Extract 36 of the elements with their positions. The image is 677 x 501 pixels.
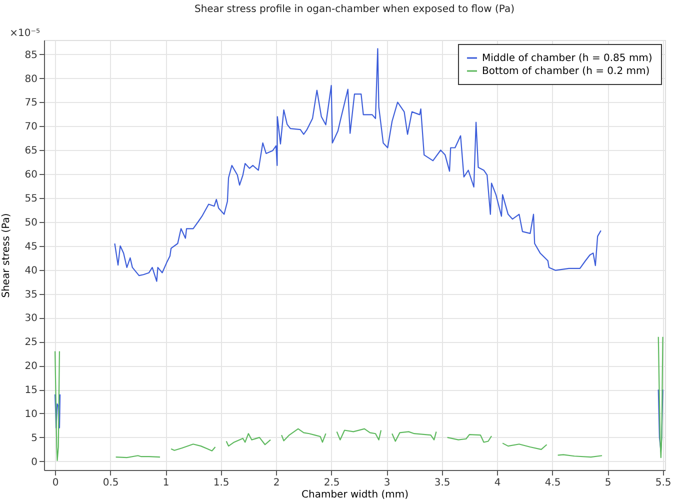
y-tick-label: 45 — [24, 241, 38, 252]
y-tick-label: 15 — [24, 385, 38, 396]
y-tick-label: 5 — [31, 432, 38, 444]
y-tick-label: 75 — [24, 98, 38, 109]
x-tick-label: 2.5 — [324, 478, 340, 488]
y-tick-label: 55 — [24, 194, 38, 205]
x-tick-label: 4.5 — [544, 478, 561, 488]
y-tick-label: 50 — [24, 217, 38, 228]
legend-label: Bottom of chamber (h = 0.2 mm) — [482, 66, 650, 77]
x-tick-label: 3.5 — [434, 478, 450, 488]
y-tick-label: 65 — [24, 146, 38, 157]
x-tick-label: 0.5 — [102, 478, 119, 488]
y-tick-label: 20 — [24, 361, 38, 372]
legend-label: Middle of chamber (h = 0.85 mm) — [482, 53, 652, 64]
y-tick-label: 35 — [24, 289, 38, 300]
x-tick-label: 1.5 — [213, 478, 230, 488]
text: ×10⁻⁵ — [10, 28, 40, 39]
y-tick-label: 30 — [24, 313, 38, 324]
x-tick-label: 0 — [52, 478, 59, 488]
x-tick-label: 1 — [162, 478, 170, 488]
x-tick-label: 5 — [604, 478, 612, 488]
y-tick-label: 85 — [24, 50, 38, 61]
x-tick-label: 3 — [384, 478, 390, 488]
chart-title: Shear stress profile in ogan-chamber when exposed to flow (Pa) — [194, 4, 515, 15]
y-tick-label: 0 — [31, 456, 38, 468]
y-tick-label: 60 — [24, 170, 38, 181]
y-tick-label: 80 — [24, 74, 38, 85]
x-tick-label: 2 — [273, 478, 280, 488]
y-tick-label: 10 — [24, 408, 38, 420]
y-tick-label: 40 — [24, 265, 38, 276]
x-tick-label: 4 — [494, 478, 501, 488]
x-axis-title: Chamber width (mm) — [301, 490, 409, 500]
x-tick-label: 5.5 — [655, 478, 672, 488]
y-tick-label: 70 — [24, 122, 38, 133]
y-tick-label: 25 — [24, 337, 38, 348]
y-axis-title: Shear stress (Pa) — [0, 213, 12, 298]
